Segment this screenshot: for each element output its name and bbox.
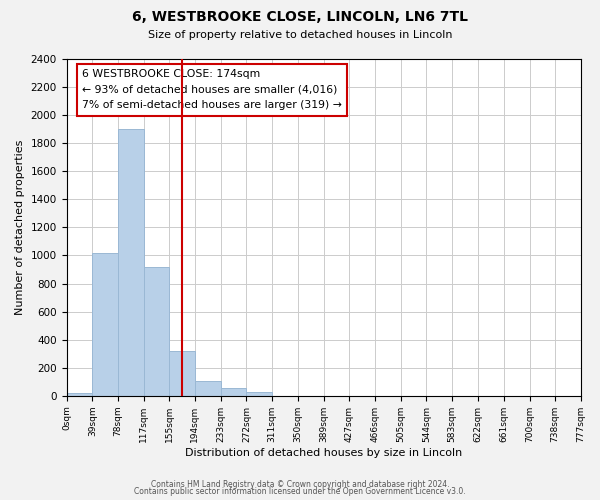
Text: Contains HM Land Registry data © Crown copyright and database right 2024.: Contains HM Land Registry data © Crown c… — [151, 480, 449, 489]
Bar — [118, 129, 144, 396]
X-axis label: Distribution of detached houses by size in Lincoln: Distribution of detached houses by size … — [185, 448, 462, 458]
Bar — [221, 388, 247, 396]
Y-axis label: Number of detached properties: Number of detached properties — [15, 140, 25, 315]
Bar — [144, 266, 169, 396]
Bar — [195, 381, 221, 396]
Bar — [92, 252, 118, 396]
Bar — [67, 393, 92, 396]
Text: 6, WESTBROOKE CLOSE, LINCOLN, LN6 7TL: 6, WESTBROOKE CLOSE, LINCOLN, LN6 7TL — [132, 10, 468, 24]
Text: Contains public sector information licensed under the Open Government Licence v3: Contains public sector information licen… — [134, 487, 466, 496]
Bar — [169, 351, 195, 396]
Text: 6 WESTBROOKE CLOSE: 174sqm
← 93% of detached houses are smaller (4,016)
7% of se: 6 WESTBROOKE CLOSE: 174sqm ← 93% of deta… — [82, 69, 342, 110]
Text: Size of property relative to detached houses in Lincoln: Size of property relative to detached ho… — [148, 30, 452, 40]
Bar — [247, 392, 272, 396]
